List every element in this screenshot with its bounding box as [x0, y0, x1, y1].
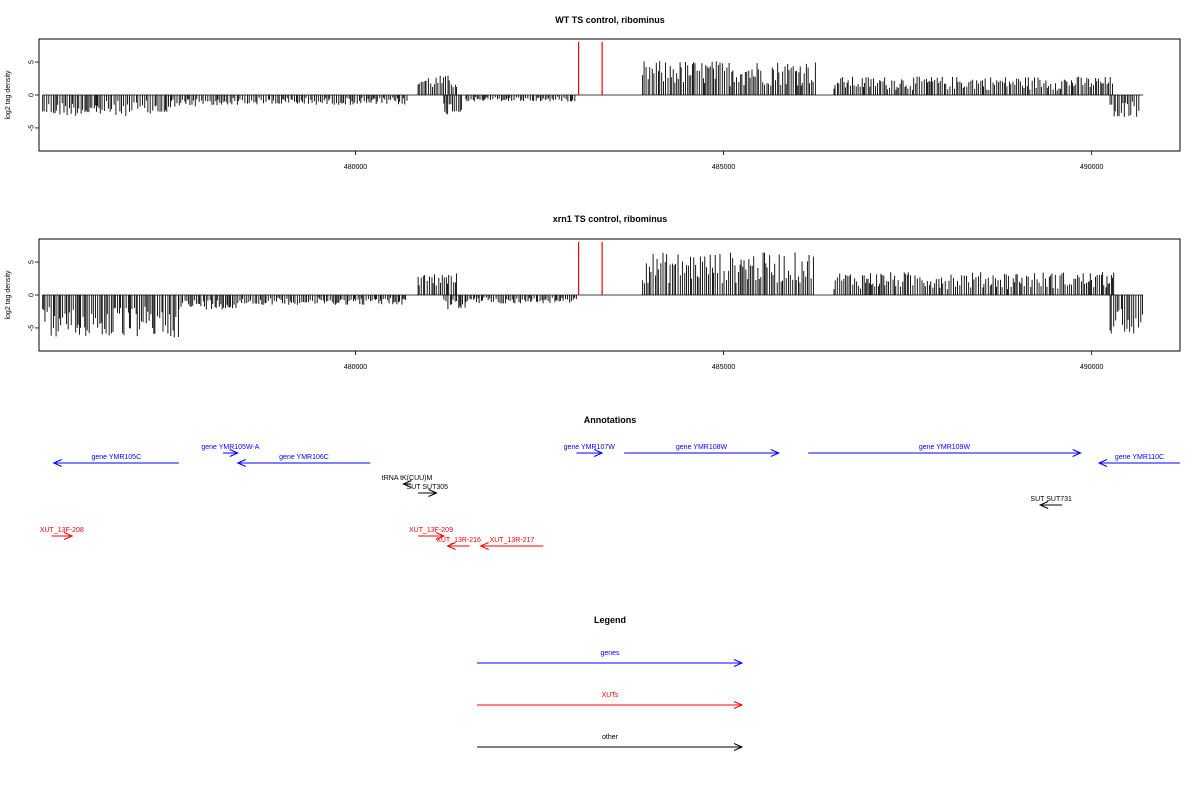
legend-label: other	[602, 734, 619, 741]
legend-item: XUTs	[477, 692, 744, 709]
feature-arrow: XUT_13R-216	[436, 537, 481, 550]
feature-arrow: gene YMR109W	[808, 444, 1082, 457]
x-tick-label: 480000	[344, 164, 367, 171]
arrow-head	[236, 459, 246, 467]
feature-label: gene YMR107W	[564, 444, 616, 451]
y-tick-label: 5	[28, 260, 35, 264]
arrow-head	[770, 449, 781, 457]
feature-arrows: gene YMR105C gene YMR105W-A gene YMR106C tR…	[40, 444, 1180, 550]
arrow-head	[1038, 501, 1049, 509]
density-bars	[42, 242, 1144, 338]
legend: Legend genes XUTs other	[477, 615, 744, 751]
feature-label: tRNA tK(CUU)M	[382, 475, 433, 482]
y-axis-label: log2 tag density	[5, 270, 12, 320]
panel-wt: WT TS control, ribominus log2 tag densit…	[5, 15, 1181, 171]
panel-title: xrn1 TS control, ribominus	[553, 214, 668, 224]
density-bars	[42, 42, 1144, 117]
feature-label: gene YMR108W	[676, 444, 728, 451]
legend-items: genes XUTs other	[477, 650, 744, 751]
arrow-head	[428, 489, 438, 497]
annotations-title: Annotations	[584, 415, 637, 425]
y-tick-label: 5	[28, 60, 35, 64]
feature-label: gene YMR110C	[1115, 454, 1164, 461]
legend-item: genes	[477, 650, 744, 667]
feature-label: gene YMR106C	[279, 454, 329, 461]
legend-label: XUTs	[602, 692, 619, 699]
feature-label: SUT SUT731	[1030, 496, 1072, 503]
feature-label: XUT_13R-216	[436, 537, 481, 544]
arrow-head	[1097, 459, 1108, 467]
arrow-head	[52, 459, 62, 467]
feature-label: gene YMR109W	[919, 444, 971, 451]
arrow-head	[733, 659, 744, 667]
feature-label: gene YMR105C	[91, 454, 141, 461]
feature-arrow: gene YMR110C	[1097, 454, 1180, 467]
feature-arrow: tRNA tK(CUU)M	[382, 475, 433, 488]
feature-label: gene YMR105W-A	[201, 444, 259, 451]
arrow-head	[733, 701, 744, 709]
feature-arrow: gene YMR105C	[52, 454, 179, 467]
feature-arrow: gene YMR105W-A	[201, 444, 260, 457]
y-tick-label: -5	[28, 125, 35, 131]
arrow-head	[402, 480, 412, 488]
feature-label: XUT_13F-208	[40, 527, 84, 534]
feature-arrow: gene YMR106C	[236, 454, 371, 467]
feature-arrow: SUT SUT731	[1030, 496, 1072, 509]
axes: 5 0 -5 480000 485000 490000	[28, 60, 1103, 171]
arrow-head	[446, 542, 456, 550]
x-tick-label: 480000	[344, 364, 367, 371]
feature-arrow: gene YMR108W	[624, 444, 781, 457]
feature-arrow: gene YMR107W	[564, 444, 616, 457]
y-tick-label: -5	[28, 325, 35, 331]
feature-arrow: XUT_13F-209	[409, 527, 453, 540]
legend-label: genes	[600, 650, 620, 657]
feature-label: XUT_13R-217	[490, 537, 535, 544]
feature-arrow: XUT_13F-208	[40, 527, 84, 540]
feature-label: XUT_13F-209	[409, 527, 453, 534]
arrow-head	[63, 532, 74, 540]
y-tick-label: 0	[28, 93, 35, 97]
arrow-head	[479, 542, 489, 550]
arrow-head	[733, 743, 744, 751]
legend-title: Legend	[594, 615, 626, 625]
panel-xrn1: xrn1 TS control, ribominus log2 tag dens…	[5, 214, 1181, 371]
arrow-head	[593, 449, 604, 457]
arrow-head	[435, 532, 446, 540]
arrow-head	[1072, 449, 1082, 457]
x-tick-label: 490000	[1080, 364, 1103, 371]
x-tick-label: 490000	[1080, 164, 1103, 171]
legend-item: other	[477, 734, 744, 751]
feature-label: SUT SUT305	[407, 484, 449, 491]
feature-arrow: SUT SUT305	[407, 484, 449, 497]
panel-title: WT TS control, ribominus	[555, 15, 665, 25]
axes: 5 0 -5 480000 485000 490000	[28, 260, 1103, 371]
feature-arrow: XUT_13R-217	[479, 537, 544, 550]
arrow-head	[229, 449, 240, 457]
x-tick-label: 485000	[712, 164, 735, 171]
y-tick-label: 0	[28, 293, 35, 297]
x-tick-label: 485000	[712, 364, 735, 371]
y-axis-label: log2 tag density	[5, 70, 12, 120]
